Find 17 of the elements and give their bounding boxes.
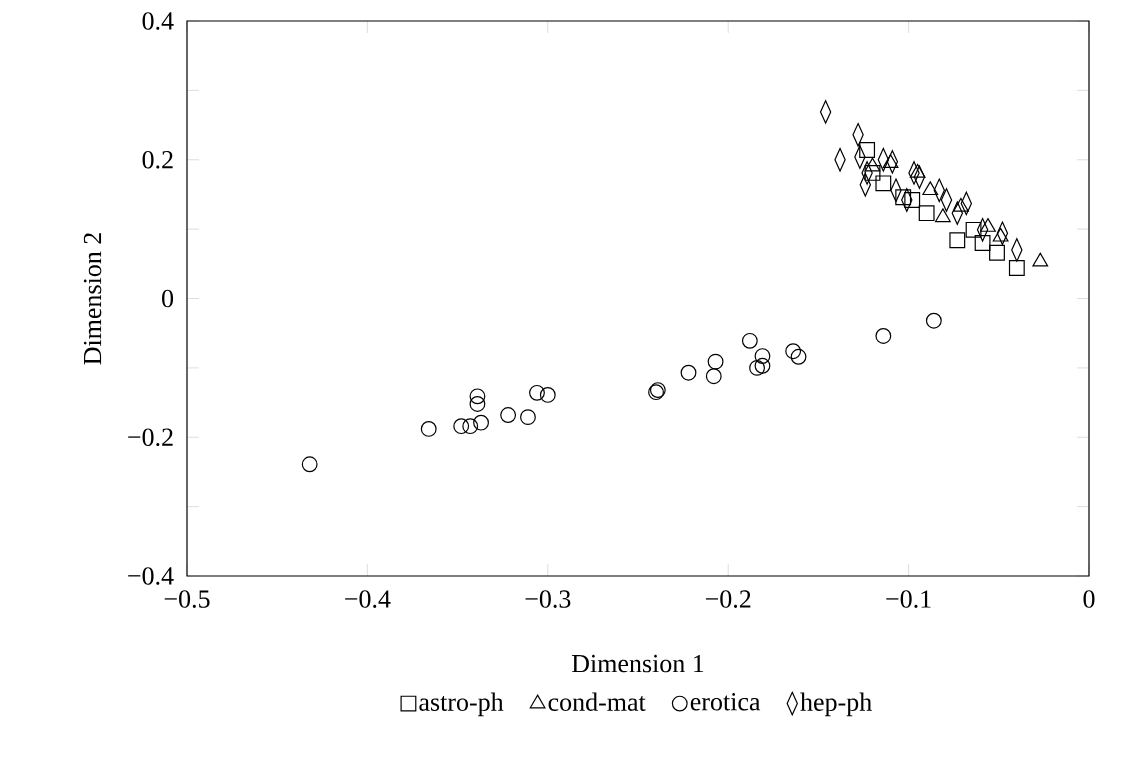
x-tick-label: 0	[1083, 590, 1095, 608]
legend-label: hep-ph	[800, 692, 872, 717]
x-tick-label: −0.1	[886, 590, 931, 608]
x-tick-label: −0.4	[345, 590, 391, 608]
y-tick-label: −0.4	[128, 567, 174, 585]
x-tick-label: −0.5	[164, 590, 210, 608]
x-axis-title: Dimension 1	[571, 654, 704, 673]
y-tick-label: −0.2	[128, 428, 173, 447]
y-tick-label: 0	[162, 289, 174, 308]
y-axis-title: Dimension 2	[83, 233, 102, 365]
legend-label: cond-mat	[548, 692, 646, 711]
x-tick-label: −0.3	[525, 590, 571, 608]
y-tick-label: 0.4	[142, 12, 174, 30]
legend-label: astro-ph	[419, 692, 504, 717]
y-tick-label: 0.2	[142, 150, 173, 169]
legend-label: erotica	[690, 693, 761, 711]
x-tick-label: −0.2	[705, 590, 751, 608]
